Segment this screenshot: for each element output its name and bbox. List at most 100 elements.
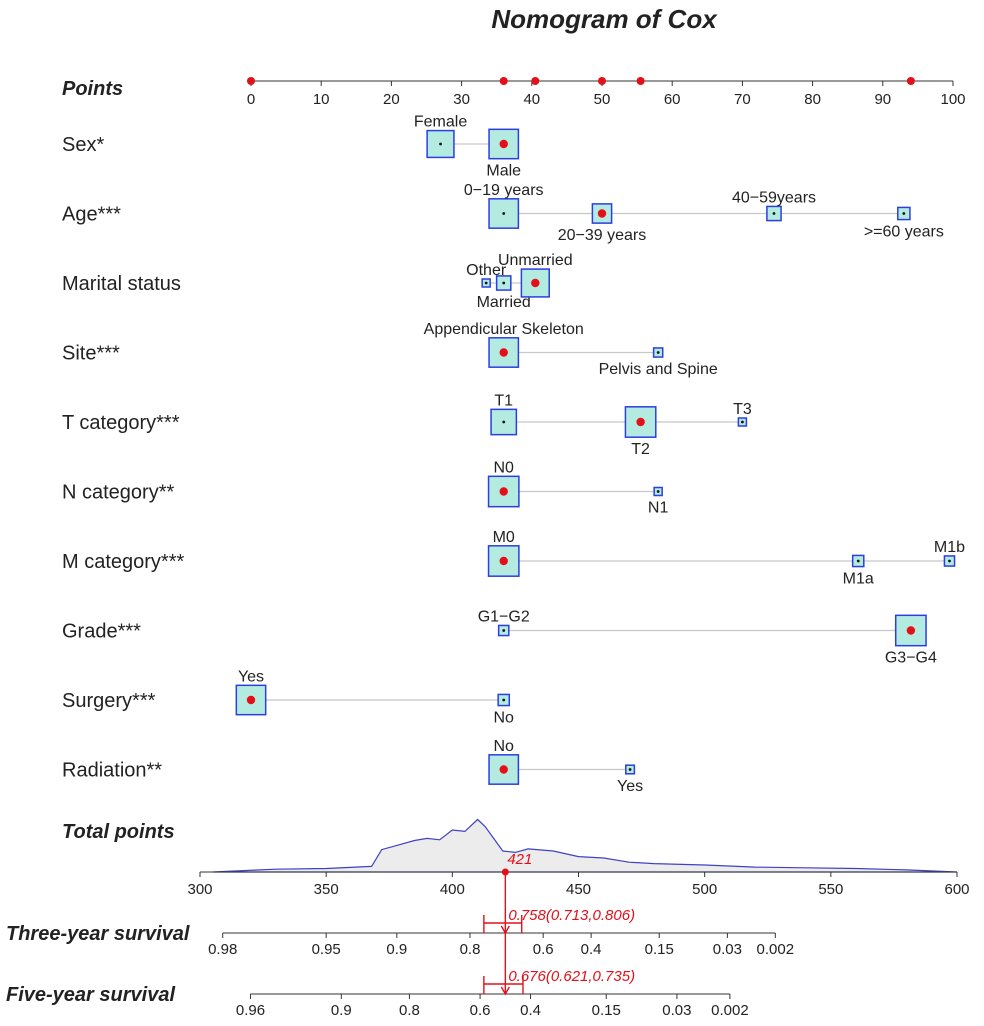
- level-label: T3: [733, 401, 752, 418]
- survival-axis-tick-label: 0.4: [520, 1002, 541, 1019]
- level-center-dot: [948, 559, 951, 563]
- level-label: M0: [493, 529, 515, 546]
- points-axis-tick-label: 80: [804, 91, 821, 108]
- level-center-dot: [772, 212, 776, 215]
- variable-label: N category**: [62, 482, 174, 504]
- level-label: >=60 years: [864, 224, 944, 241]
- variable-row: Age*** 0−19 years 20−39 years 40−59years >=6…: [62, 182, 944, 244]
- points-axis-marker: [906, 77, 915, 85]
- total-points-density-curve: [212, 818, 958, 873]
- variable-label: T category***: [62, 412, 180, 434]
- level-center-dot: [502, 420, 506, 424]
- level-center-dot: [856, 559, 860, 563]
- points-axis-marker: [531, 77, 540, 85]
- level-center-dot: [502, 629, 506, 632]
- level-label: Pelvis and Spine: [599, 361, 718, 378]
- survival-axis-tick-label: 0.98: [208, 941, 237, 958]
- points-axis-tick-label: 40: [523, 91, 540, 108]
- survival-axis-tick-label: 0.95: [312, 941, 341, 958]
- survival-axis-tick-label: 0.15: [592, 1002, 621, 1019]
- level-selected-dot: [906, 626, 916, 635]
- level-label: M1a: [843, 571, 874, 588]
- level-label: Appendicular Skeleton: [424, 321, 584, 338]
- level-label: 0−19 years: [464, 182, 544, 199]
- level-label: N1: [648, 500, 669, 517]
- survival-axis-tick-label: 0.96: [236, 1002, 265, 1019]
- points-axis-tick-label: 10: [313, 91, 330, 108]
- level-label: G1−G2: [478, 608, 530, 625]
- total-points-tick-label: 350: [314, 881, 339, 898]
- total-points-axis: 300 350 400 450 500 550 600 421: [187, 851, 969, 898]
- level-center-dot: [502, 281, 506, 285]
- points-axis-tick-label: 30: [453, 91, 470, 108]
- survival-estimate-arrow: [500, 986, 510, 996]
- survival-axes: Three-year survival 0.98 0.95 0.9 0.8 0.6 0.4 0…: [6, 872, 794, 1019]
- variable-row: Radiation** No Yes: [62, 738, 643, 795]
- level-box: [488, 754, 520, 785]
- level-center-dot: [656, 490, 660, 493]
- survival-axis-tick-label: 0.15: [645, 941, 674, 958]
- level-label: M1b: [934, 539, 965, 556]
- level-label: T2: [631, 441, 650, 458]
- level-selected-dot: [636, 417, 645, 427]
- level-selected-dot: [499, 139, 508, 149]
- survival-axis-tick-label: 0.6: [533, 941, 554, 958]
- level-label: No: [493, 738, 514, 755]
- variable-row: Site*** Appendicular Skeleton Pelvis and S…: [62, 321, 718, 378]
- variable-label: Site***: [62, 343, 120, 365]
- level-selected-dot: [499, 765, 508, 774]
- total-points-density: [212, 818, 958, 873]
- total-points-tick-label: 500: [692, 881, 717, 898]
- level-label: No: [493, 710, 514, 727]
- level-selected-dot: [531, 278, 540, 288]
- total-points-tick-label: 600: [944, 881, 969, 898]
- level-selected-dot: [246, 695, 256, 705]
- level-label: Male: [486, 163, 521, 180]
- level-label: Other: [466, 262, 507, 279]
- level-center-dot: [902, 212, 906, 215]
- level-center-dot: [741, 420, 744, 424]
- points-axis-marker: [499, 77, 508, 85]
- level-center-dot: [502, 698, 506, 702]
- level-label: Yes: [617, 778, 643, 795]
- variable-row: Marital status Other Married Unmarried: [62, 252, 573, 311]
- survival-axis-tick-label: 0.03: [662, 1002, 691, 1019]
- survival-axis: Three-year survival 0.98 0.95 0.9 0.8 0.6 0.4 0…: [6, 872, 794, 958]
- variable-label: Grade***: [62, 621, 141, 643]
- level-label: 20−39 years: [558, 227, 647, 244]
- level-center-dot: [628, 768, 632, 771]
- variable-row: T category*** T1 T2 T3: [62, 392, 752, 458]
- survival-axis-tick-label: 0.6: [470, 1002, 491, 1019]
- level-center-dot: [656, 351, 660, 354]
- total-points-marker-label: 421: [507, 851, 532, 868]
- level-label: T1: [494, 392, 513, 409]
- level-label: G3−G4: [885, 650, 937, 667]
- survival-axis-tick-label: 0.8: [399, 1002, 420, 1019]
- survival-axis-tick-label: 0.8: [460, 941, 481, 958]
- level-label: Yes: [238, 668, 264, 685]
- points-axis-label: Points: [62, 78, 123, 100]
- total-points-tick-label: 550: [818, 881, 843, 898]
- level-label: Married: [477, 294, 531, 311]
- survival-axis-label: Three-year survival: [6, 923, 190, 945]
- survival-axis-tick-label: 0.03: [713, 941, 742, 958]
- points-axis-marker: [598, 77, 606, 85]
- survival-axis-label: Five-year survival: [6, 984, 175, 1006]
- variable-label: Radiation**: [62, 760, 162, 782]
- level-selected-dot: [597, 209, 607, 218]
- points-axis-tick-label: 60: [664, 91, 681, 108]
- variable-label: Sex*: [62, 134, 104, 156]
- variable-label: Surgery***: [62, 690, 156, 712]
- level-label: Female: [414, 114, 467, 131]
- points-axis: 0 10 20 30 40 50 60 70 80 90 100: [247, 77, 966, 108]
- points-axis-tick-label: 90: [874, 91, 891, 108]
- survival-axis-tick-label: 0.002: [711, 1002, 749, 1019]
- level-selected-dot: [499, 348, 508, 357]
- variable-label: Marital status: [62, 273, 181, 295]
- points-axis-tick-label: 20: [383, 91, 400, 108]
- total-points-tick-label: 300: [187, 881, 212, 898]
- variable-row: Surgery*** Yes No: [62, 668, 514, 726]
- points-axis-tick-label: 0: [247, 91, 255, 108]
- points-axis-tick-label: 50: [594, 91, 611, 108]
